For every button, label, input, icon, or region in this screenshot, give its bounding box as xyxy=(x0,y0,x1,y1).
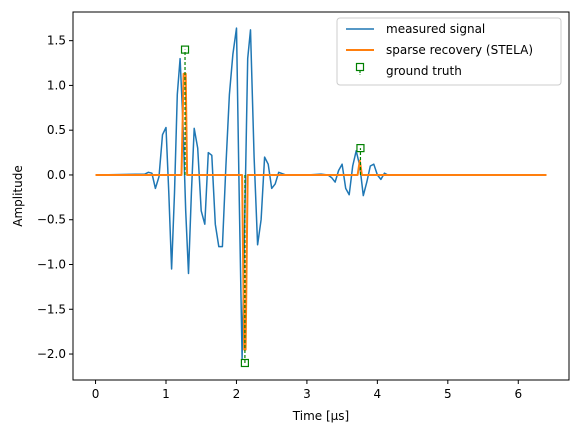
x-tick-label: 6 xyxy=(514,387,522,401)
y-tick-label: 1.0 xyxy=(47,78,66,92)
y-tick-label: 1.5 xyxy=(47,34,66,48)
legend: measured signal sparse recovery (STELA) … xyxy=(336,17,562,86)
legend-label-measured-signal: measured signal xyxy=(386,22,485,36)
legend-box xyxy=(336,17,562,86)
legend-label-ground-truth: ground truth xyxy=(386,64,462,78)
y-tick-label: −1.0 xyxy=(37,257,66,271)
legend-label-sparse-recovery: sparse recovery (STELA) xyxy=(386,43,533,57)
y-axis-ticks: −2.0 −1.5 −1.0 −0.5 0.0 0.5 1.0 1.5 xyxy=(37,34,73,361)
series-line-sparse-recovery-stela- xyxy=(95,72,547,351)
y-tick-label: 0.0 xyxy=(47,168,66,182)
ground-truth-marker xyxy=(240,358,250,368)
x-tick-label: 0 xyxy=(92,387,100,401)
y-tick-label: −2.0 xyxy=(37,347,66,361)
ground-truth-marker xyxy=(180,45,190,54)
x-tick-label: 4 xyxy=(374,387,382,401)
x-tick-label: 3 xyxy=(303,387,311,401)
y-tick-label: −1.5 xyxy=(37,302,66,316)
legend-swatch-ground-truth-marker xyxy=(355,62,365,72)
x-axis-ticks: 0 1 2 3 4 5 6 xyxy=(92,380,522,401)
x-tick-label: 2 xyxy=(233,387,241,401)
y-tick-label: 0.5 xyxy=(47,123,66,137)
x-tick-label: 5 xyxy=(444,387,452,401)
axes-frame xyxy=(72,11,570,381)
series-line-measured-signal xyxy=(95,27,547,360)
x-axis-label: Time [μs] xyxy=(292,409,349,423)
x-tick-label: 1 xyxy=(162,387,170,401)
ground-truth-marker xyxy=(356,143,365,153)
y-tick-label: −0.5 xyxy=(37,213,66,227)
y-axis-label: Amplitude xyxy=(11,165,25,227)
